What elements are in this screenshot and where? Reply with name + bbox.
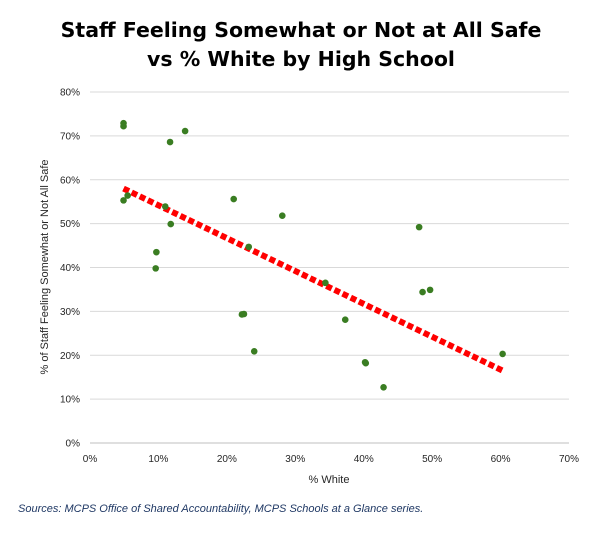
x-tick-label: 10%	[148, 454, 168, 465]
x-tick-label: 20%	[217, 454, 237, 465]
trendline-group	[124, 189, 503, 371]
data-point	[120, 123, 127, 130]
data-point	[230, 196, 237, 203]
y-axis-tick-labels: 0% 10% 20% 30% 40% 50% 60% 70% 80%	[60, 88, 80, 450]
x-tick-label: 40%	[354, 454, 374, 465]
data-point	[499, 351, 506, 358]
y-tick-label: 40%	[60, 263, 80, 274]
gridlines	[90, 92, 569, 443]
x-tick-label: 30%	[285, 454, 305, 465]
data-point	[322, 280, 329, 287]
x-axis-label: % White	[309, 474, 350, 486]
data-point	[124, 192, 131, 199]
x-tick-label: 70%	[559, 454, 579, 465]
y-tick-label: 0%	[66, 439, 81, 450]
data-point	[167, 221, 174, 228]
x-tick-label: 60%	[491, 454, 511, 465]
data-points	[120, 120, 506, 391]
data-point	[167, 139, 174, 146]
data-point	[416, 224, 423, 231]
y-tick-label: 80%	[60, 88, 80, 99]
y-tick-label: 50%	[60, 219, 80, 230]
data-point	[427, 287, 434, 294]
data-point	[380, 384, 387, 391]
trendline	[124, 189, 503, 371]
source-note: Sources: MCPS Office of Shared Accountab…	[18, 503, 423, 515]
y-tick-label: 20%	[60, 351, 80, 362]
data-point	[241, 311, 248, 318]
data-point	[251, 348, 258, 355]
data-point	[162, 203, 169, 210]
data-point	[152, 265, 159, 272]
x-tick-label: 50%	[422, 454, 442, 465]
data-point	[245, 244, 252, 251]
data-point	[153, 249, 160, 256]
data-point	[419, 289, 426, 296]
y-axis-label: % of Staff Feeling Somewhat or Not All S…	[39, 159, 51, 374]
x-tick-label: 0%	[83, 454, 98, 465]
y-tick-label: 60%	[60, 175, 80, 186]
data-point	[342, 316, 349, 323]
y-tick-label: 10%	[60, 395, 80, 406]
y-tick-label: 70%	[60, 131, 80, 142]
data-point	[182, 128, 189, 135]
y-tick-label: 30%	[60, 307, 80, 318]
scatter-chart: 0% 10% 20% 30% 40% 50% 60% 70% 80% 0% 10% 20% 30% 40…	[0, 0, 602, 534]
x-axis-tick-labels: 0% 10% 20% 30% 40% 50% 60% 70%	[83, 454, 579, 465]
data-point	[279, 212, 286, 219]
data-point	[362, 360, 369, 367]
